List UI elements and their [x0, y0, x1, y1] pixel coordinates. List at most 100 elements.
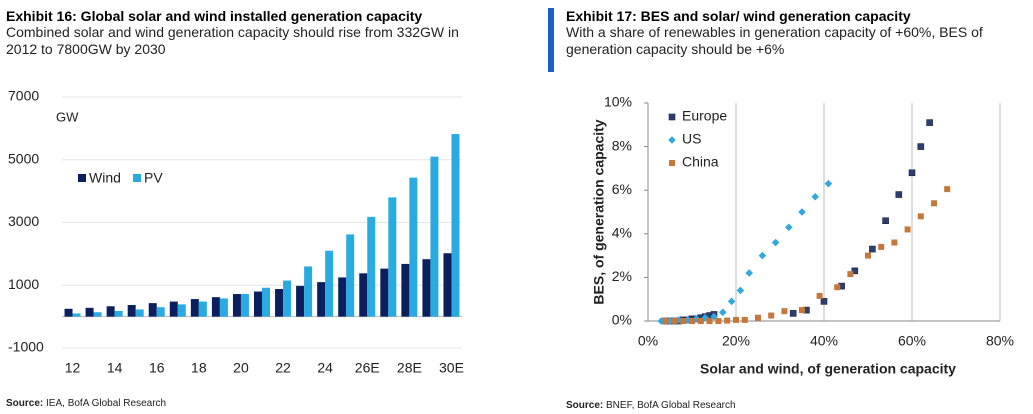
x-tick-label: 60% — [898, 333, 926, 349]
bar — [106, 306, 115, 317]
point — [851, 267, 859, 275]
point — [671, 318, 678, 324]
bar — [283, 280, 292, 317]
y-tick-label: 4% — [612, 225, 632, 241]
bar — [304, 266, 313, 317]
x-tick-label: 30E — [439, 360, 464, 376]
point — [662, 318, 669, 324]
y-tick-label: 6% — [612, 181, 632, 197]
source-text: IEA, BofA Global Research — [46, 398, 167, 409]
y-axis-label: GW — [56, 109, 79, 124]
bar — [422, 259, 431, 317]
point — [785, 223, 793, 232]
source: Source: BNEF, BofA Global Research — [566, 400, 736, 411]
y-tick-label: 7000 — [8, 88, 39, 104]
legend-label: Europe — [682, 108, 727, 124]
bar — [219, 298, 228, 317]
point — [944, 186, 951, 193]
y-tick-label: 1000 — [8, 276, 39, 292]
point — [771, 238, 780, 247]
charts: -1000 1000 3000 5000 7000 GW 12 14 16 18 20 22 24 26E… — [8, 88, 1014, 377]
bar — [443, 253, 452, 317]
bar — [359, 273, 368, 317]
bar — [254, 291, 262, 317]
bar — [72, 313, 81, 317]
point — [820, 298, 828, 305]
x-tick-label: 14 — [107, 360, 123, 376]
x-tick-label: 22 — [275, 360, 291, 376]
point — [697, 318, 704, 324]
x-tick-label: 40% — [810, 333, 838, 349]
accent-bar — [548, 8, 554, 72]
chart-title: Exhibit 17: BES and solar/ wind generati… — [566, 8, 911, 24]
x-tick-label: 12 — [65, 360, 81, 376]
source-label: Source: — [6, 398, 44, 409]
point — [904, 226, 911, 233]
bar — [451, 134, 460, 317]
point — [847, 271, 854, 278]
bar — [93, 312, 102, 317]
point — [758, 251, 767, 260]
point — [931, 200, 937, 207]
point — [869, 245, 876, 253]
x-tick-label: 16 — [149, 360, 165, 376]
point — [680, 318, 687, 324]
bar — [388, 197, 397, 317]
point — [917, 143, 925, 150]
bar — [232, 294, 241, 317]
legend-swatch — [133, 174, 141, 182]
point — [824, 179, 833, 188]
bar — [367, 216, 376, 317]
point — [768, 312, 775, 319]
point — [755, 314, 761, 321]
bar — [275, 289, 284, 317]
legend-label: US — [682, 131, 701, 147]
point — [816, 292, 823, 299]
legend-label: Wind — [89, 170, 121, 186]
point — [727, 297, 736, 306]
bar — [338, 277, 347, 317]
bar — [262, 287, 270, 317]
bar — [148, 303, 157, 317]
legend-swatch — [78, 174, 86, 182]
bar — [240, 294, 249, 317]
point — [811, 192, 819, 201]
x-tick-label: 80% — [986, 333, 1014, 349]
point — [733, 316, 739, 323]
y-axis-label: BES, of generation capacity — [591, 119, 607, 304]
point — [741, 316, 748, 323]
point — [882, 217, 889, 225]
bar — [211, 297, 220, 317]
legend-marker — [668, 113, 676, 121]
point — [834, 284, 841, 291]
bar — [401, 263, 410, 317]
chart-title: Exhibit 16: Global solar and wind instal… — [6, 8, 423, 24]
point — [745, 269, 753, 277]
header: Exhibit 16: Global solar and wind instal… — [6, 8, 476, 58]
bar — [190, 299, 199, 317]
bar — [430, 156, 439, 317]
x-tick-label: 26E — [355, 360, 380, 376]
y-tick-label: 0% — [612, 312, 632, 328]
point — [908, 169, 916, 177]
source-text: BNEF, BofA Global Research — [606, 400, 736, 411]
legend-marker — [669, 160, 675, 166]
bar — [409, 177, 418, 317]
point — [799, 307, 805, 314]
point — [724, 317, 731, 324]
point — [917, 213, 924, 220]
bar — [114, 310, 123, 317]
source-label: Source: — [566, 400, 604, 411]
bar — [127, 305, 136, 317]
x-tick-label: 0% — [638, 333, 658, 349]
x-tick-label: 28E — [397, 360, 422, 376]
chart-subtitle: With a share of renewables in generation… — [566, 24, 983, 57]
point — [878, 243, 885, 250]
header: Exhibit 17: BES and solar/ wind generati… — [566, 8, 996, 58]
y-tick-label: 10% — [604, 94, 632, 110]
bar — [85, 307, 94, 317]
point — [895, 191, 903, 198]
point — [865, 252, 871, 259]
legend-label: China — [682, 154, 719, 170]
